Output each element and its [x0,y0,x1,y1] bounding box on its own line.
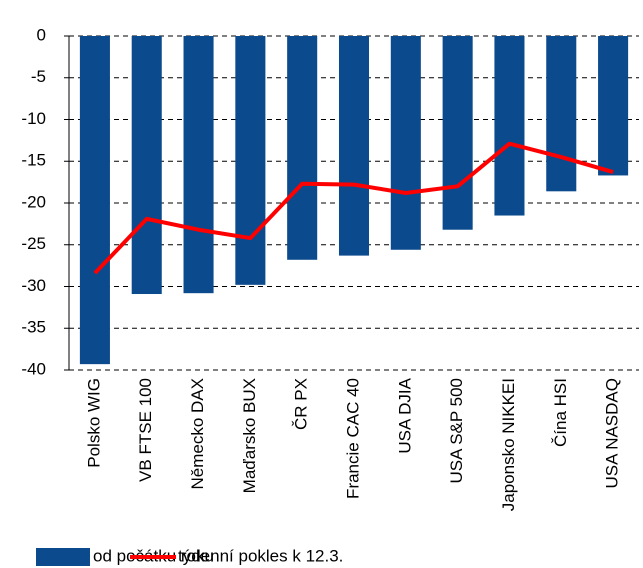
bar [287,36,318,260]
y-tick-label: -5 [31,67,46,86]
x-tick-label: VB FTSE 100 [136,378,155,482]
x-tick-label: Japonsko NIKKEI [499,378,518,511]
y-tick-label: -25 [21,234,46,253]
x-tick-label: ČR PX [292,378,311,430]
x-tick-label: USA DJIA [395,377,414,453]
x-tick-label: Německo DAX [188,378,207,489]
bar [183,36,214,294]
y-tick-label: -20 [21,192,46,211]
bar [546,36,577,192]
x-tick-label: Maďarsko BUX [240,378,259,493]
y-tick-label: -15 [21,151,46,170]
y-tick-label: -35 [21,318,46,337]
x-tick-label: Francie CAC 40 [343,378,362,499]
bar [235,36,266,285]
y-tick-label: -40 [21,359,46,378]
bar [338,36,370,256]
y-tick-label: -30 [21,276,46,295]
x-tick-label: USA S&P 500 [447,378,466,484]
bar [131,36,162,295]
y-tick-label: -10 [21,109,46,128]
x-tick-label: Čína HSI [551,378,570,447]
bar [598,36,629,176]
x-tick-label: Polsko WIG [84,378,103,468]
bar [442,36,473,230]
y-tick-label: 0 [37,25,46,44]
bar [79,36,110,365]
bar [494,36,525,216]
legend-swatch [36,548,90,566]
legend-label: týdenní pokles k 12.3. [178,546,343,565]
x-tick-label: USA NASDAQ [603,378,622,489]
line [93,141,614,275]
bar [390,36,421,250]
